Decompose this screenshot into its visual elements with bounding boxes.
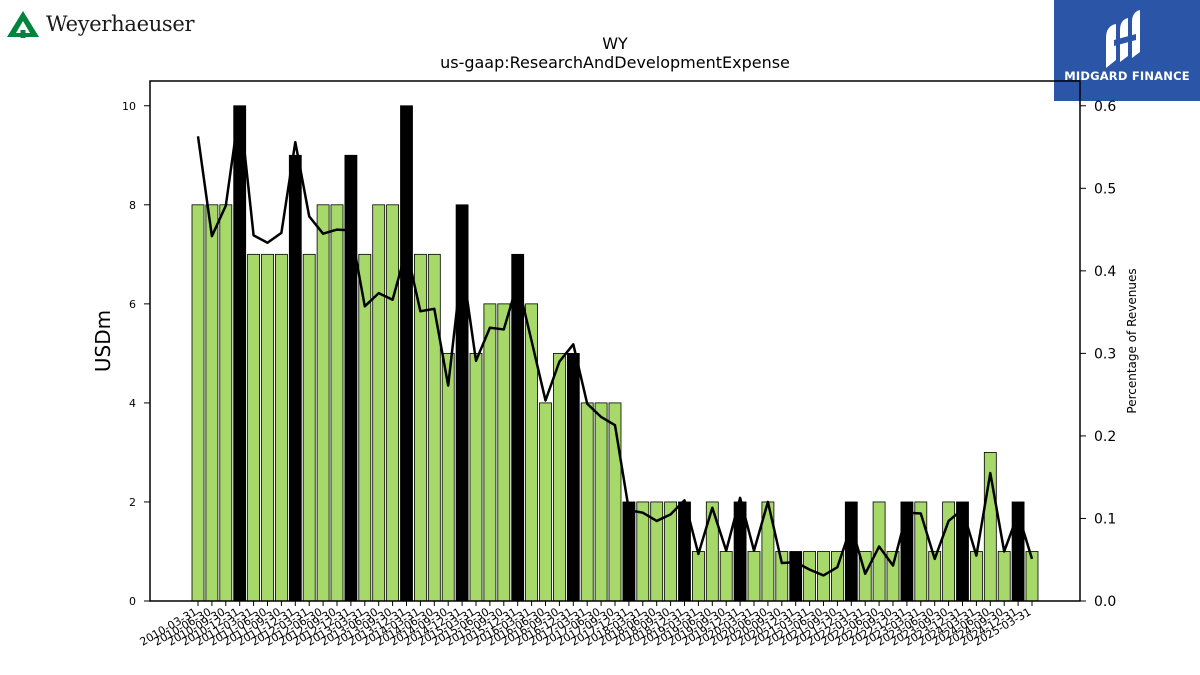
bar xyxy=(386,204,400,602)
bar xyxy=(566,352,580,602)
y-tick-label: 6 xyxy=(129,298,136,311)
midgard-finance-logo: MIDGARD FINANCE xyxy=(1054,0,1200,101)
y-tick-label: 10 xyxy=(122,100,136,113)
bar xyxy=(316,204,330,602)
bar xyxy=(692,551,705,602)
bar xyxy=(372,204,386,602)
y-tick-label: 4 xyxy=(129,397,136,410)
y2-tick-label: 0.6 xyxy=(1094,99,1116,115)
bar xyxy=(525,303,538,602)
bar xyxy=(469,352,483,602)
bar xyxy=(233,105,247,602)
bar xyxy=(747,551,761,602)
bar xyxy=(400,105,413,602)
bar xyxy=(261,253,274,602)
tree-icon xyxy=(7,11,39,38)
bar xyxy=(247,253,261,602)
bar xyxy=(205,204,219,602)
y2-tick-label: 0.0 xyxy=(1094,594,1116,610)
weyerhaeuser-logo: Weyerhaeuser xyxy=(6,6,195,42)
y2-tick-label: 0.5 xyxy=(1094,181,1116,197)
publisher-logo-text: MIDGARD FINANCE xyxy=(1064,69,1190,83)
bar xyxy=(594,402,608,602)
bar xyxy=(302,253,316,602)
y2-tick-label: 0.4 xyxy=(1094,264,1116,280)
y2-tick-label: 0.2 xyxy=(1094,429,1116,445)
bar xyxy=(219,204,233,602)
y-tick-label: 2 xyxy=(129,496,136,509)
bar xyxy=(844,501,858,602)
y-axis-label: USDm xyxy=(91,310,115,372)
series-line xyxy=(196,105,1034,577)
bar xyxy=(956,501,969,602)
chart-subtitle: us-gaap:ResearchAndDevelopmentExpense xyxy=(440,53,790,72)
bar xyxy=(288,154,302,602)
bar xyxy=(970,551,983,602)
bar xyxy=(274,253,288,602)
bar xyxy=(344,154,358,602)
bar xyxy=(803,551,816,602)
y-tick-label: 8 xyxy=(129,199,136,212)
y2-axis-label: Percentage of Revenues xyxy=(1125,268,1139,413)
y-tick-label: 0 xyxy=(129,595,136,608)
bar xyxy=(553,352,566,602)
bar xyxy=(191,204,205,602)
bar xyxy=(1025,551,1039,602)
bar xyxy=(539,402,552,602)
bar xyxy=(650,501,664,602)
bar xyxy=(636,501,650,602)
bar xyxy=(789,551,803,602)
bar xyxy=(483,303,497,602)
bar xyxy=(580,402,594,602)
company-logo-text: Weyerhaeuser xyxy=(46,12,195,36)
midgard-mark-icon xyxy=(1106,10,1140,68)
y2-tick-label: 0.1 xyxy=(1094,511,1116,527)
bar xyxy=(330,204,344,602)
bar xyxy=(831,551,844,602)
bar xyxy=(497,303,511,602)
y2-tick-label: 0.3 xyxy=(1094,346,1116,362)
bar xyxy=(511,253,525,602)
bar xyxy=(427,253,441,602)
chart-title: WY xyxy=(602,34,628,53)
bar xyxy=(622,501,636,602)
bar xyxy=(719,551,733,602)
bar xyxy=(997,551,1011,602)
bar xyxy=(441,352,455,602)
